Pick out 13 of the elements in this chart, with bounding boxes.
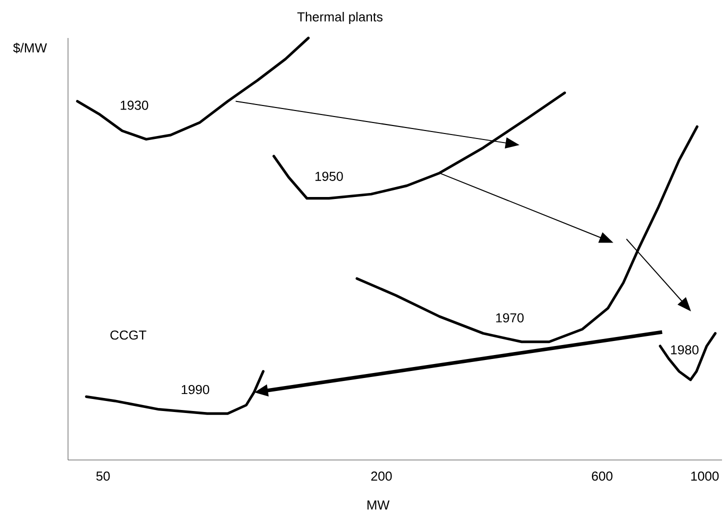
series-label: 1950 [315, 172, 343, 181]
series-label: 1980 [671, 345, 699, 354]
series-label: 1970 [496, 313, 524, 322]
x-axis-title: MW [368, 500, 390, 510]
x-tick-label: 200 [371, 472, 392, 481]
series-label: 1930 [120, 100, 148, 110]
x-tick-label: 1000 [691, 472, 719, 481]
chart-title: Thermal plants [297, 12, 383, 24]
y-axis-title: $/MW [13, 42, 47, 54]
x-tick-label: 600 [592, 472, 612, 481]
series-label: 1990 [182, 384, 210, 394]
x-tick-label: 50 [96, 472, 110, 481]
annotation: CCGT [110, 330, 146, 340]
